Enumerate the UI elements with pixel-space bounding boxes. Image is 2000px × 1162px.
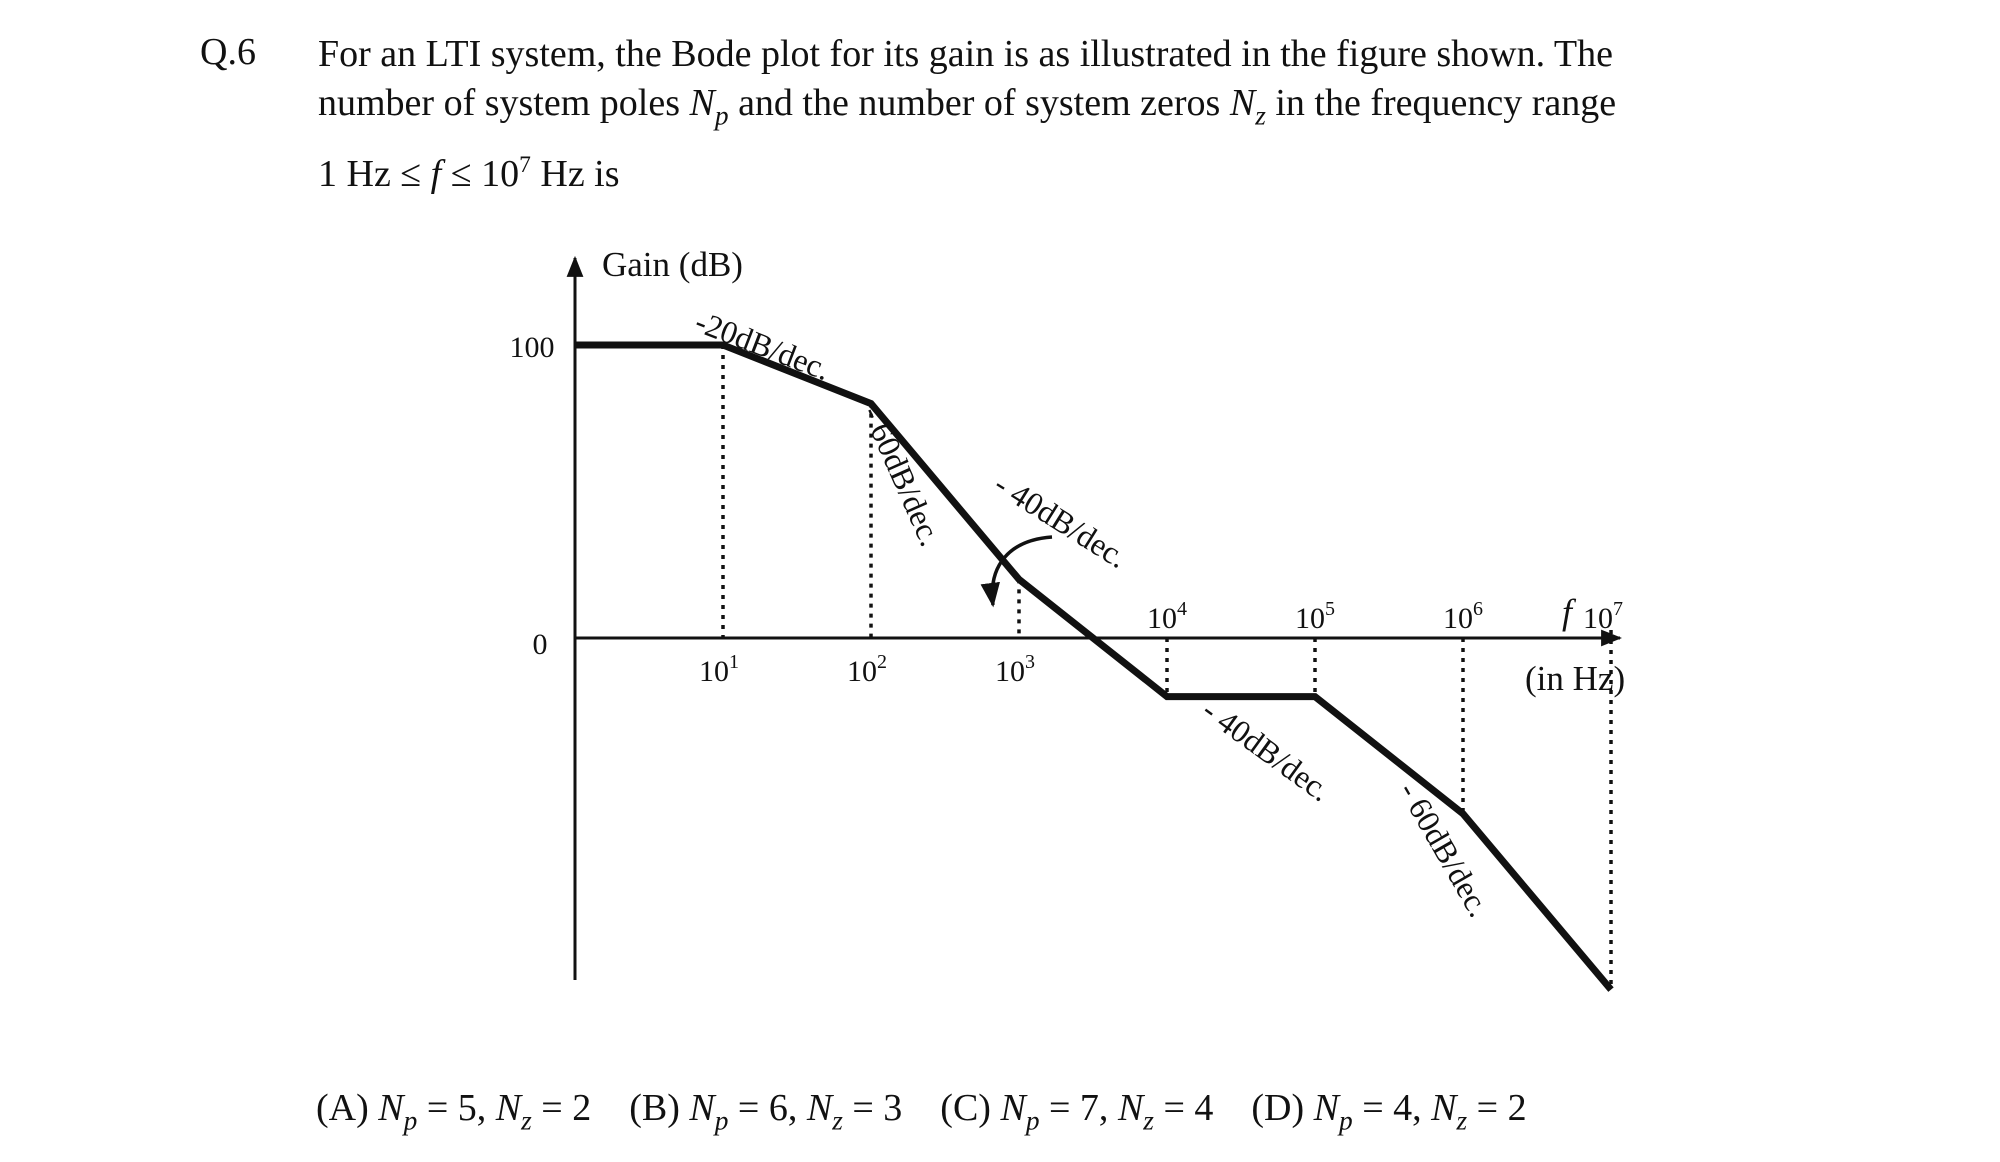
nz-subscript: z bbox=[1143, 1105, 1154, 1136]
np-subscript: p bbox=[714, 100, 729, 131]
question-number: Q.6 bbox=[200, 31, 256, 73]
option-label: (A) bbox=[316, 1087, 379, 1129]
np-subscript: p bbox=[714, 1105, 729, 1136]
question-line-2: number of system poles Np and the number… bbox=[318, 79, 1818, 141]
np-symbol: N bbox=[1000, 1087, 1026, 1129]
np-value: = 4, bbox=[1352, 1087, 1432, 1129]
x-tick-label: 103 bbox=[995, 651, 1035, 688]
answer-option[interactable]: (A) Np = 5, Nz = 2 bbox=[316, 1086, 591, 1137]
nz-subscript: z bbox=[832, 1105, 843, 1136]
np-subscript: p bbox=[1339, 1105, 1353, 1136]
nz-subscript: z bbox=[521, 1105, 532, 1136]
slope-label: - 40dB/dec. bbox=[1196, 692, 1338, 809]
nz-symbol: N bbox=[806, 1087, 833, 1129]
x-tick-label: 107 bbox=[1583, 598, 1623, 635]
np-value: = 7, bbox=[1039, 1087, 1118, 1129]
np-subscript: p bbox=[1025, 1105, 1040, 1136]
x-tick-label: 105 bbox=[1295, 598, 1335, 635]
option-label: (D) bbox=[1251, 1087, 1314, 1129]
question-text: For an LTI system, the Bode plot for its… bbox=[318, 30, 1818, 199]
question-line-3: 1 Hz ≤ f ≤ 107 Hz is bbox=[318, 141, 1818, 199]
x-axis-label: f bbox=[1562, 592, 1577, 632]
option-label: (C) bbox=[940, 1087, 1001, 1129]
q3a: 1 Hz ≤ bbox=[318, 152, 431, 195]
np-subscript: p bbox=[403, 1105, 418, 1136]
nz-value: = 3 bbox=[842, 1087, 903, 1129]
nz-value: = 2 bbox=[531, 1087, 592, 1129]
answer-option[interactable]: (B) Np = 6, Nz = 3 bbox=[629, 1086, 902, 1137]
nz-value: = 2 bbox=[1467, 1087, 1527, 1129]
q3c: Hz is bbox=[530, 152, 620, 195]
gain-curve-group bbox=[575, 341, 1614, 992]
q2b: and the number of system zeros bbox=[728, 82, 1230, 124]
np-value: = 5, bbox=[417, 1087, 496, 1129]
x-tick-label: 101 bbox=[699, 651, 739, 688]
np-symbol: N bbox=[378, 1087, 404, 1129]
pointer-arrow bbox=[980, 535, 1053, 608]
x-tick-label: 106 bbox=[1443, 598, 1483, 635]
nz-subscript: z bbox=[1255, 100, 1266, 131]
q3b: ≤ 10 bbox=[441, 152, 520, 195]
np-value: = 6, bbox=[728, 1087, 807, 1129]
q2a: number of system poles bbox=[318, 82, 690, 124]
nz-subscript: z bbox=[1456, 1105, 1468, 1136]
np-symbol: N bbox=[689, 82, 715, 124]
q2c: in the frequency range bbox=[1265, 82, 1617, 124]
nz-symbol: N bbox=[1117, 1087, 1144, 1129]
x-axis-unit: (in Hz) bbox=[1525, 659, 1625, 698]
question-line-1: For an LTI system, the Bode plot for its… bbox=[318, 33, 1613, 75]
y-tick-label: 100 bbox=[510, 331, 555, 364]
np-symbol: N bbox=[689, 1087, 715, 1129]
answer-options: (A) Np = 5, Nz = 2 (B) Np = 6, Nz = 3 (C) … bbox=[316, 1086, 1565, 1137]
y-tick-label: 0 bbox=[533, 628, 548, 661]
y-axis-label: Gain (dB) bbox=[602, 245, 743, 284]
nz-value: = 4 bbox=[1153, 1087, 1214, 1129]
answer-option[interactable]: (D) Np = 4, Nz = 2 bbox=[1251, 1086, 1526, 1137]
gain-curve bbox=[575, 341, 1614, 992]
exp7: 7 bbox=[519, 151, 531, 178]
answer-option[interactable]: (C) Np = 7, Nz = 4 bbox=[940, 1086, 1213, 1137]
nz-symbol: N bbox=[1431, 1087, 1457, 1129]
f-symbol: f bbox=[430, 152, 442, 195]
option-label: (B) bbox=[629, 1087, 690, 1129]
np-symbol: N bbox=[1313, 1087, 1340, 1129]
x-tick-label: 104 bbox=[1147, 598, 1187, 635]
nz-symbol: N bbox=[495, 1087, 522, 1129]
nz-symbol: N bbox=[1229, 82, 1256, 124]
x-tick-label: 102 bbox=[847, 651, 887, 688]
slope-label: - 40dB/dec. bbox=[988, 465, 1134, 575]
